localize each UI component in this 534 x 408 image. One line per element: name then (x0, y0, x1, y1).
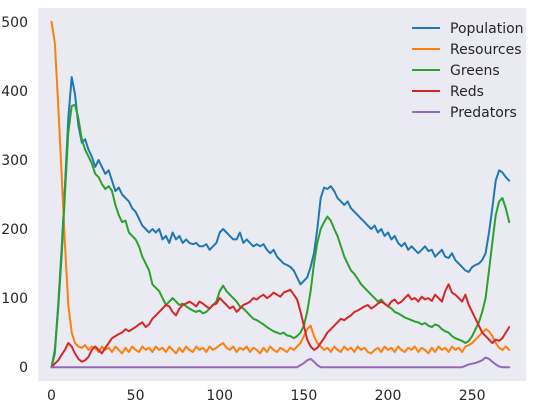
y-tick-label: 500 (1, 15, 28, 31)
x-tick-label: 0 (47, 388, 56, 404)
x-tick-label: 150 (291, 388, 318, 404)
y-axis-ticks: 0 100 200 300 400 500 (1, 15, 28, 376)
y-tick-label: 0 (19, 360, 28, 376)
x-tick-label: 100 (206, 388, 233, 404)
legend: Population Resources Greens Reds Predators (412, 21, 524, 121)
x-tick-label: 50 (127, 388, 145, 404)
series-lines (50, 20, 511, 369)
legend-label-population: Population (450, 21, 524, 37)
plot-background (38, 8, 526, 381)
series-line-greens (50, 103, 511, 369)
legend-label-reds: Reds (450, 84, 484, 100)
series-line-reds (50, 283, 511, 369)
y-tick-label: 200 (1, 222, 28, 238)
y-tick-label: 300 (1, 153, 28, 169)
y-tick-label: 400 (1, 84, 28, 100)
y-tick-label: 100 (1, 291, 28, 307)
series-line-predators (50, 356, 511, 369)
series-line-population (50, 76, 511, 369)
series-line-resources (50, 20, 511, 355)
legend-label-predators: Predators (450, 105, 517, 121)
x-axis-ticks: 0 50 100 150 200 250 (47, 388, 486, 404)
legend-label-resources: Resources (450, 42, 522, 58)
x-tick-label: 200 (375, 388, 402, 404)
x-tick-label: 250 (459, 388, 486, 404)
legend-label-greens: Greens (450, 63, 500, 79)
